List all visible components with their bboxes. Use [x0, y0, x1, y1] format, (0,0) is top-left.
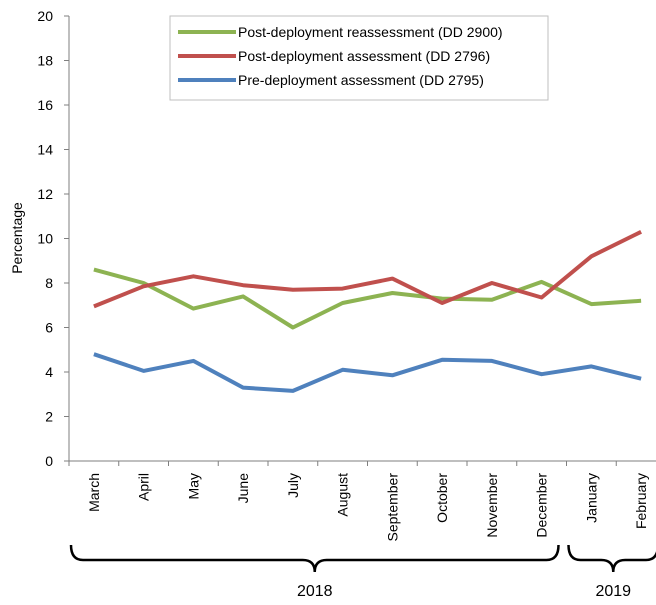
legend-label-1: Post-deployment reassessment (DD 2900): [238, 24, 503, 40]
x-tick-label: December: [534, 473, 550, 538]
x-tick-label: July: [285, 473, 301, 498]
legend-label-3: Pre-deployment assessment (DD 2795): [238, 72, 484, 88]
year-groups: 2018 2019: [69, 544, 656, 600]
y-axis-title: Percentage: [9, 202, 25, 274]
y-tick-label: 16: [37, 97, 53, 113]
brace-2019: [567, 544, 656, 573]
brace-2018: [69, 544, 560, 573]
y-tick-label: 4: [45, 364, 53, 380]
x-tick-label: September: [384, 473, 400, 542]
y-tick-label: 18: [37, 53, 53, 69]
legend-label-2: Post-deployment assessment (DD 2796): [238, 48, 490, 64]
y-tick-label: 8: [45, 275, 53, 291]
x-tick-label: February: [633, 473, 649, 529]
y-tick-label: 14: [37, 142, 53, 158]
x-tick-label: October: [434, 473, 450, 523]
group-label-2018: 2018: [297, 583, 333, 600]
series-line-3: [93, 352, 642, 393]
series-lines: [93, 230, 642, 393]
x-tick-label: May: [185, 473, 201, 499]
y-tick-label: 10: [37, 231, 53, 247]
x-tick-label: April: [136, 473, 152, 501]
axes: 0 2 4 6 8 10 12 14 16 18 20 March April May June July Au…: [9, 8, 656, 541]
x-tick-label: January: [583, 473, 599, 523]
x-tick-label: August: [335, 473, 351, 517]
series-line-2: [93, 230, 642, 309]
y-tick-label: 12: [37, 186, 53, 202]
y-tick-label: 0: [45, 453, 53, 469]
legend: Post-deployment reassessment (DD 2900) Po…: [169, 15, 549, 101]
x-tick-label: June: [235, 473, 251, 504]
x-tick-label: March: [86, 473, 102, 512]
series-line-1: [93, 267, 642, 330]
y-tick-label: 20: [37, 8, 53, 24]
y-tick-label: 2: [45, 409, 53, 425]
group-label-2019: 2019: [595, 583, 631, 600]
x-tick-label: November: [484, 473, 500, 538]
y-tick-label: 6: [45, 320, 53, 336]
